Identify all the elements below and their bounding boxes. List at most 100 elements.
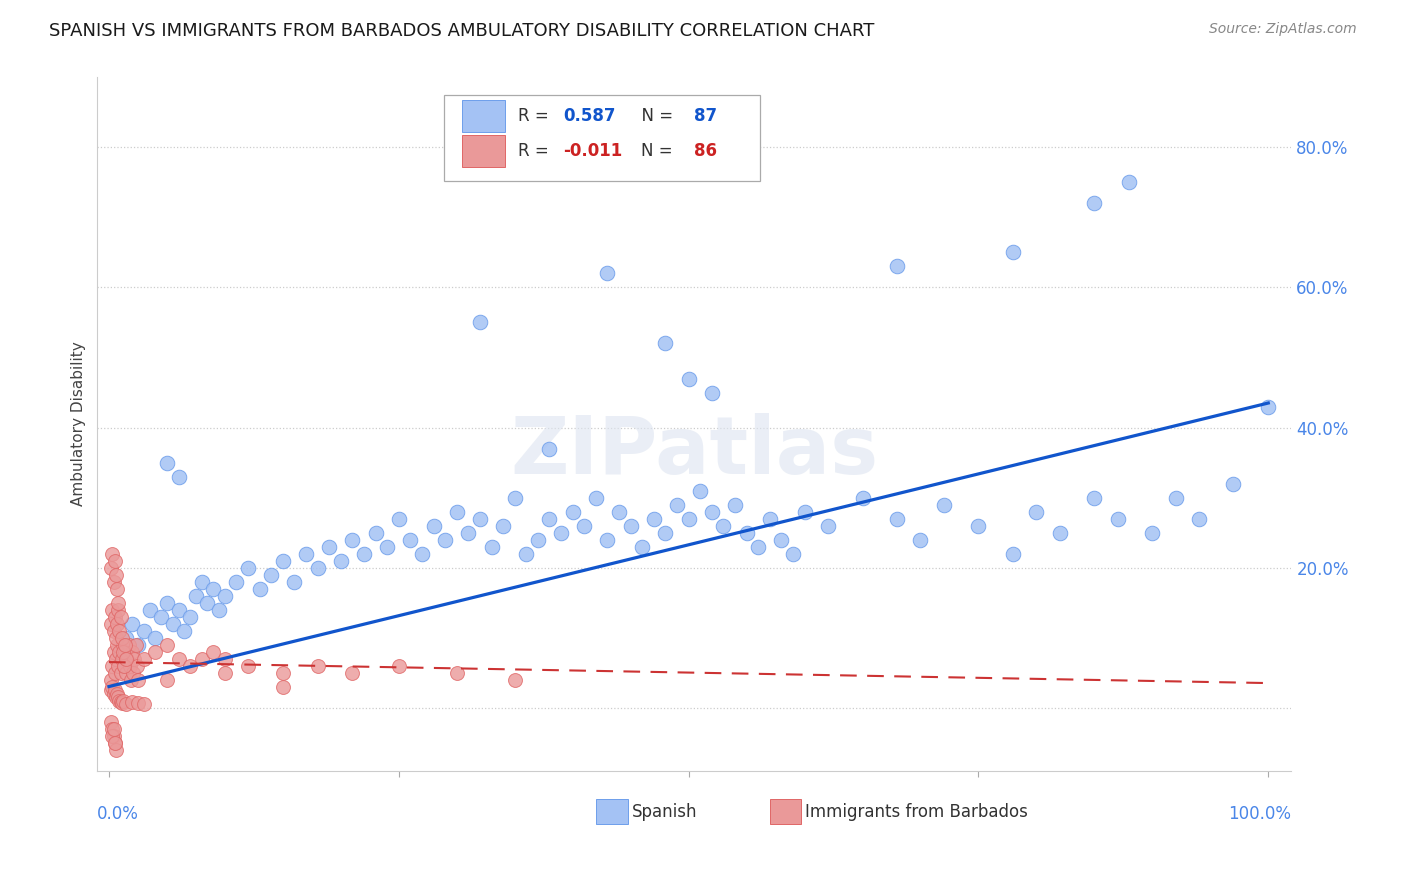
Point (574, 518, 596, 533)
Point (468, 316, 491, 330)
Point (689, 483, 711, 498)
Point (114, 644, 136, 658)
FancyBboxPatch shape (461, 100, 505, 132)
Point (104, 683, 127, 698)
Text: 86: 86 (695, 142, 717, 160)
Point (156, 596, 179, 610)
Point (143, 631, 166, 645)
Point (111, 644, 134, 658)
Point (127, 638, 149, 652)
Point (156, 673, 179, 687)
Point (527, 533, 550, 547)
Point (115, 697, 138, 711)
Point (190, 651, 212, 665)
Point (108, 624, 131, 638)
Point (1222, 476, 1244, 491)
Point (364, 525, 387, 540)
Point (318, 540, 340, 554)
Text: 0.587: 0.587 (562, 107, 616, 125)
Point (105, 638, 128, 652)
Point (107, 658, 129, 673)
Point (115, 651, 138, 665)
Point (793, 504, 815, 518)
Point (700, 385, 723, 400)
Point (100, 616, 122, 631)
Point (105, 687, 128, 701)
Point (107, 602, 129, 616)
Point (886, 260, 908, 274)
Point (678, 371, 700, 385)
Point (538, 511, 561, 525)
Point (886, 511, 908, 525)
Text: -0.011: -0.011 (562, 142, 623, 160)
FancyBboxPatch shape (769, 799, 800, 824)
Point (747, 540, 769, 554)
Point (782, 547, 804, 561)
Point (342, 533, 364, 547)
FancyBboxPatch shape (461, 135, 505, 167)
Text: Immigrants from Barbados: Immigrants from Barbados (806, 803, 1028, 822)
Point (468, 511, 491, 525)
Point (124, 651, 146, 665)
Point (249, 582, 271, 596)
Point (503, 673, 526, 687)
Y-axis label: Ambulatory Disability: Ambulatory Disability (72, 342, 86, 507)
Point (111, 638, 134, 652)
Point (103, 722, 125, 736)
Point (104, 609, 127, 624)
Point (167, 469, 190, 483)
Point (121, 616, 143, 631)
Point (388, 658, 411, 673)
Point (127, 697, 149, 711)
Point (596, 533, 619, 547)
Point (654, 525, 676, 540)
Point (103, 687, 125, 701)
Point (115, 631, 138, 645)
Point (132, 624, 155, 638)
Point (770, 533, 793, 547)
Point (124, 638, 146, 652)
Point (104, 651, 127, 665)
Point (307, 560, 329, 574)
Point (271, 665, 294, 680)
Point (190, 574, 212, 589)
Point (104, 665, 127, 680)
Point (208, 602, 231, 616)
Point (283, 574, 305, 589)
Point (271, 680, 294, 694)
Point (1002, 547, 1025, 561)
Point (121, 695, 143, 709)
Point (932, 498, 955, 512)
Point (111, 693, 134, 707)
Point (179, 658, 201, 673)
Point (125, 658, 148, 673)
Point (631, 540, 654, 554)
Point (700, 504, 723, 518)
Point (120, 673, 142, 687)
Point (100, 560, 122, 574)
Point (173, 624, 195, 638)
Point (643, 511, 665, 525)
Point (202, 644, 225, 658)
Point (100, 714, 122, 729)
Point (184, 589, 207, 603)
Point (295, 547, 318, 561)
Point (713, 518, 735, 533)
Point (115, 665, 138, 680)
Point (654, 336, 676, 351)
Point (114, 638, 136, 652)
Point (585, 491, 607, 505)
Point (101, 729, 124, 743)
Point (110, 665, 132, 680)
Point (105, 616, 128, 631)
Point (105, 582, 128, 596)
Point (197, 596, 219, 610)
Point (132, 697, 155, 711)
Point (457, 525, 479, 540)
Point (446, 665, 468, 680)
Point (620, 518, 643, 533)
Point (179, 609, 201, 624)
Point (1107, 511, 1129, 525)
Point (103, 729, 125, 743)
Point (307, 658, 329, 673)
